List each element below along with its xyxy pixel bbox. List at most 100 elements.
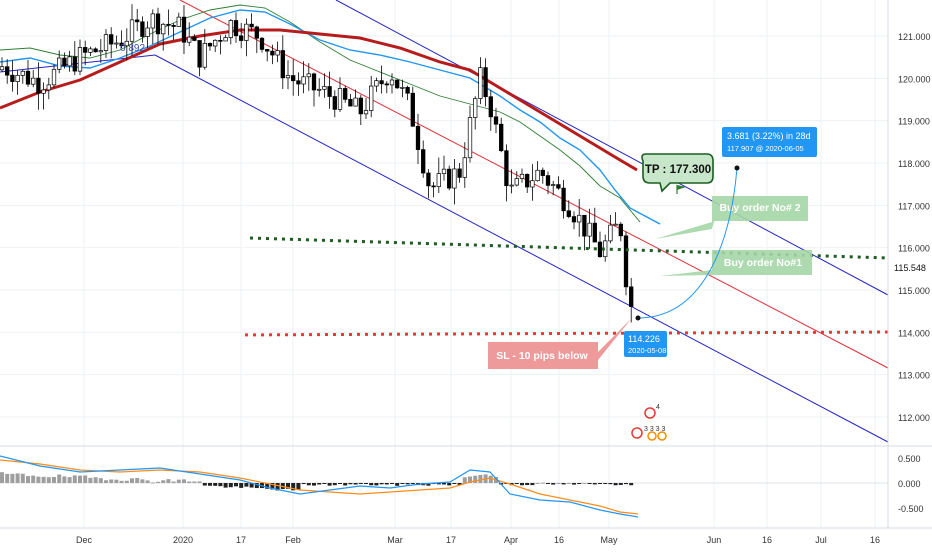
candle bbox=[83, 40, 88, 66]
candle-body bbox=[98, 50, 103, 53]
candle-body bbox=[525, 173, 530, 188]
candle-body bbox=[545, 175, 551, 186]
time-tick-label: 17 bbox=[446, 535, 456, 545]
candle-body bbox=[415, 125, 421, 150]
candle-body bbox=[566, 210, 571, 217]
candle bbox=[187, 22, 192, 47]
macd-histogram-bar bbox=[166, 479, 171, 483]
candle-body bbox=[249, 23, 254, 28]
candle-body bbox=[379, 80, 384, 85]
candle-body bbox=[88, 48, 93, 53]
candle-body bbox=[577, 214, 582, 223]
candle-body bbox=[317, 88, 322, 91]
candle-body bbox=[155, 13, 161, 35]
candle-body bbox=[535, 169, 540, 182]
candle bbox=[337, 77, 343, 112]
candle bbox=[504, 144, 509, 202]
candle-body bbox=[509, 184, 514, 187]
candle-body bbox=[384, 83, 389, 86]
candle-body bbox=[301, 76, 306, 85]
candle bbox=[25, 59, 31, 87]
candle-body bbox=[306, 73, 311, 78]
candle bbox=[135, 9, 140, 32]
candle bbox=[280, 35, 285, 90]
candle-body bbox=[332, 96, 337, 110]
candle bbox=[176, 12, 181, 27]
candle bbox=[525, 173, 530, 193]
price-tick-label: 119.000 bbox=[898, 117, 930, 127]
candle-body bbox=[540, 169, 545, 176]
candle bbox=[218, 35, 223, 55]
macd-histogram-bar bbox=[322, 483, 327, 484]
macd-histogram-bar bbox=[104, 480, 108, 483]
channel-upper bbox=[335, 0, 889, 296]
macd-histogram-bar bbox=[577, 483, 582, 484]
macd-histogram-bar bbox=[98, 478, 103, 483]
macd-histogram-bar bbox=[109, 479, 114, 483]
candle-body bbox=[618, 223, 623, 237]
measure-sub: 117.907 @ 2020-06-05 bbox=[727, 144, 804, 153]
candle-body bbox=[67, 56, 72, 67]
macd-histogram-bar bbox=[384, 483, 389, 485]
price-tick-label: 112.000 bbox=[898, 413, 930, 423]
macd-histogram-bar bbox=[83, 475, 88, 483]
macd-histogram-bar bbox=[78, 475, 82, 483]
buy-order-1-callout[interactable]: Buy order No#1 bbox=[660, 250, 812, 276]
macd-histogram-bar bbox=[608, 483, 613, 485]
tp-callout[interactable]: TP : 177.300 bbox=[641, 153, 714, 193]
candle bbox=[51, 64, 57, 88]
candle-body bbox=[223, 37, 228, 42]
buy-order-2-label: Buy order No# 2 bbox=[719, 202, 800, 214]
candle bbox=[493, 107, 499, 134]
candle-body bbox=[597, 241, 603, 258]
macd-histogram-bar bbox=[119, 480, 124, 483]
sl-callout[interactable]: SL - 10 pips below bbox=[488, 318, 632, 369]
candle bbox=[540, 167, 545, 184]
candle bbox=[301, 61, 306, 94]
ma-slow-line bbox=[0, 28, 638, 172]
macd-histogram-bar bbox=[213, 483, 218, 486]
macd-histogram-bar bbox=[452, 483, 457, 484]
buy-zone-line bbox=[249, 236, 889, 260]
macd-histogram-bar bbox=[234, 483, 238, 487]
macd-histogram-bar bbox=[31, 475, 36, 483]
macd-histogram-bar bbox=[603, 483, 608, 484]
candle bbox=[311, 72, 317, 107]
candle bbox=[322, 73, 327, 98]
macd-histogram-bar bbox=[410, 483, 415, 484]
candle bbox=[462, 142, 467, 188]
candle bbox=[296, 72, 301, 96]
candle-body bbox=[582, 214, 587, 237]
macd-histogram-bar bbox=[447, 483, 452, 486]
candle-body bbox=[608, 224, 613, 242]
candle-body bbox=[353, 97, 358, 107]
candle bbox=[213, 39, 218, 53]
candle-body bbox=[103, 34, 109, 51]
candle-body bbox=[192, 36, 197, 41]
macd-histogram-bar bbox=[358, 483, 363, 484]
macd-panel bbox=[0, 445, 932, 518]
candle bbox=[197, 40, 202, 77]
macd-histogram-bar bbox=[374, 483, 379, 486]
candle bbox=[348, 94, 353, 107]
candle-body bbox=[488, 96, 493, 118]
macd-histogram-bar bbox=[353, 483, 358, 485]
candle bbox=[192, 34, 197, 42]
candle bbox=[436, 157, 441, 194]
candle-body bbox=[613, 223, 618, 226]
macd-histogram-bar bbox=[338, 483, 342, 484]
macd-histogram-bar bbox=[265, 483, 270, 489]
event-markers[interactable]: 4 3 3 3 3 bbox=[631, 404, 667, 441]
candle-body bbox=[197, 40, 202, 68]
candle bbox=[556, 176, 561, 190]
macd-histogram-bar bbox=[540, 482, 545, 484]
price-range-measure[interactable]: 3.681 (3.22%) in 28d 117.907 @ 2020-06-0… bbox=[624, 127, 817, 357]
candle bbox=[72, 41, 77, 76]
candle-body bbox=[109, 34, 114, 45]
macd-histogram-bar bbox=[254, 483, 259, 489]
candle bbox=[530, 164, 535, 201]
buy-order-2-callout[interactable]: Buy order No# 2 bbox=[655, 196, 808, 239]
candle-body bbox=[150, 13, 155, 29]
